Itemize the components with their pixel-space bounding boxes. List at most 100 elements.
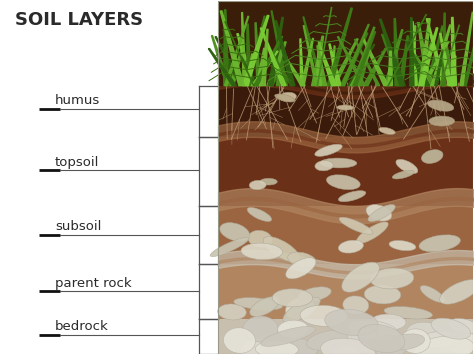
Ellipse shape	[448, 318, 474, 334]
Ellipse shape	[342, 262, 379, 292]
Ellipse shape	[218, 304, 246, 320]
Ellipse shape	[338, 240, 364, 253]
Polygon shape	[442, 13, 445, 86]
Polygon shape	[301, 38, 313, 86]
Polygon shape	[211, 36, 230, 86]
Polygon shape	[406, 42, 430, 86]
Ellipse shape	[278, 320, 309, 338]
Ellipse shape	[445, 331, 474, 354]
Polygon shape	[382, 34, 403, 86]
Ellipse shape	[327, 175, 360, 190]
Ellipse shape	[384, 306, 432, 319]
Ellipse shape	[343, 296, 369, 314]
Ellipse shape	[439, 337, 470, 355]
Text: topsoil: topsoil	[55, 155, 100, 169]
Ellipse shape	[286, 258, 316, 279]
Ellipse shape	[315, 160, 333, 171]
Ellipse shape	[328, 343, 360, 355]
Polygon shape	[255, 23, 260, 86]
Ellipse shape	[325, 309, 378, 336]
Ellipse shape	[373, 335, 407, 355]
Polygon shape	[450, 56, 456, 86]
Polygon shape	[435, 51, 443, 86]
Ellipse shape	[339, 217, 373, 234]
Polygon shape	[353, 32, 375, 86]
Polygon shape	[348, 45, 374, 86]
Polygon shape	[241, 56, 258, 86]
Polygon shape	[415, 55, 435, 86]
Polygon shape	[276, 55, 282, 86]
Polygon shape	[394, 18, 399, 86]
Ellipse shape	[358, 324, 405, 353]
Ellipse shape	[285, 297, 314, 320]
Polygon shape	[319, 45, 337, 86]
Ellipse shape	[440, 280, 474, 304]
Polygon shape	[268, 57, 288, 86]
Polygon shape	[355, 39, 380, 86]
Polygon shape	[426, 26, 443, 86]
Polygon shape	[280, 50, 305, 86]
Ellipse shape	[298, 287, 331, 302]
Polygon shape	[225, 16, 249, 86]
Polygon shape	[327, 8, 352, 86]
Polygon shape	[443, 28, 455, 86]
Polygon shape	[363, 49, 386, 86]
Bar	[218, 1, 474, 354]
Ellipse shape	[307, 330, 351, 350]
Polygon shape	[317, 42, 322, 86]
Ellipse shape	[406, 322, 446, 347]
Polygon shape	[209, 49, 237, 86]
Ellipse shape	[223, 328, 255, 353]
Polygon shape	[337, 37, 365, 86]
Polygon shape	[357, 52, 370, 86]
Ellipse shape	[392, 170, 414, 179]
Ellipse shape	[414, 336, 474, 355]
Bar	[218, 319, 474, 354]
Polygon shape	[384, 30, 403, 86]
Ellipse shape	[364, 285, 401, 304]
Ellipse shape	[274, 94, 295, 102]
Ellipse shape	[247, 208, 272, 222]
Ellipse shape	[366, 205, 392, 221]
Ellipse shape	[371, 314, 406, 330]
Ellipse shape	[234, 297, 283, 310]
Polygon shape	[251, 51, 278, 86]
Bar	[218, 264, 474, 319]
Polygon shape	[317, 46, 327, 86]
Polygon shape	[229, 50, 243, 86]
Polygon shape	[220, 11, 245, 86]
Ellipse shape	[220, 223, 250, 241]
Bar	[218, 206, 474, 264]
Polygon shape	[452, 17, 456, 86]
Polygon shape	[246, 16, 265, 86]
Polygon shape	[270, 50, 293, 86]
Polygon shape	[275, 21, 295, 86]
Polygon shape	[399, 36, 409, 86]
Ellipse shape	[241, 243, 283, 260]
Polygon shape	[271, 11, 288, 86]
Ellipse shape	[401, 329, 430, 353]
Polygon shape	[267, 42, 286, 86]
Polygon shape	[300, 39, 303, 86]
Polygon shape	[254, 37, 283, 86]
Polygon shape	[340, 33, 368, 86]
Polygon shape	[311, 36, 324, 86]
Polygon shape	[242, 12, 246, 86]
Text: SOIL LAYERS: SOIL LAYERS	[15, 11, 143, 29]
Polygon shape	[262, 29, 268, 86]
Ellipse shape	[419, 235, 460, 252]
Polygon shape	[410, 26, 416, 86]
Ellipse shape	[431, 318, 471, 339]
Ellipse shape	[210, 237, 249, 257]
Ellipse shape	[272, 289, 313, 307]
Polygon shape	[431, 25, 451, 86]
Polygon shape	[268, 17, 283, 86]
Polygon shape	[246, 54, 253, 86]
Ellipse shape	[288, 252, 317, 268]
Polygon shape	[256, 48, 265, 86]
Polygon shape	[412, 36, 435, 86]
Polygon shape	[237, 34, 255, 86]
Ellipse shape	[420, 285, 445, 302]
Polygon shape	[329, 44, 341, 86]
Text: humus: humus	[55, 94, 100, 107]
